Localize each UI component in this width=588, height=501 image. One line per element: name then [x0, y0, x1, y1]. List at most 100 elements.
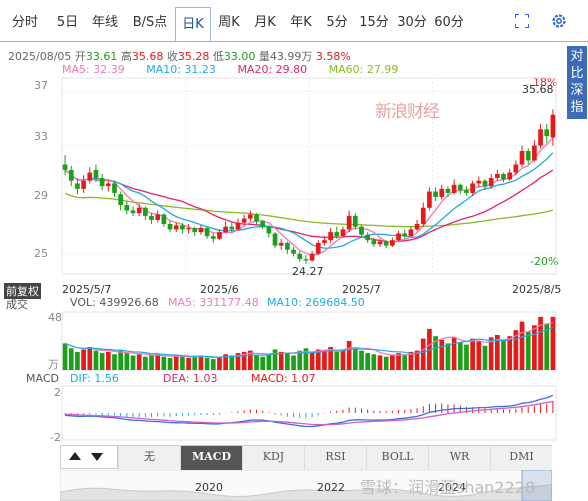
- volume-bar: [532, 325, 537, 370]
- candle-body: [223, 226, 228, 233]
- volume-bar: [217, 356, 222, 370]
- tab-8[interactable]: 5分: [326, 15, 348, 30]
- volume-bar: [229, 355, 235, 370]
- tab-6[interactable]: 月K: [254, 15, 276, 30]
- volume-bar: [198, 355, 204, 370]
- volume-bar: [155, 354, 161, 370]
- candle-body: [359, 226, 364, 235]
- candle-body: [396, 233, 401, 241]
- volume-bar: [62, 343, 68, 370]
- volume-bar: [124, 353, 130, 370]
- tab-3[interactable]: B/S点: [132, 15, 168, 30]
- macd-label: MACD: [26, 372, 59, 385]
- indicator-tab-5[interactable]: WR: [428, 446, 490, 470]
- volume-bar: [93, 350, 99, 370]
- candle-body: [482, 180, 488, 187]
- volume-bar: [525, 331, 531, 370]
- volume-label: 成交: [6, 298, 28, 311]
- indicator-tab-4[interactable]: BOLL: [366, 446, 428, 470]
- scroll-up-icon[interactable]: [69, 452, 81, 460]
- volume-bar: [254, 355, 259, 370]
- xueqiu-watermark: 雪球：润滑蓝shan2228: [360, 478, 536, 497]
- volume-bar: [507, 336, 513, 370]
- volume-bar: [143, 356, 148, 370]
- ma-legend: MA5: 32.39 MA10: 31.23 MA20: 29.80 MA60:…: [62, 63, 416, 76]
- volume-bar: [488, 337, 494, 370]
- volume-bar: [340, 349, 346, 370]
- volume-bar: [180, 356, 185, 370]
- volume-bar: [223, 354, 228, 370]
- volume-bar: [161, 356, 167, 370]
- indicator-tab-2[interactable]: KDJ: [242, 446, 304, 470]
- indicator-tab-6[interactable]: DMI: [490, 446, 552, 470]
- volume-bar: [513, 330, 519, 370]
- close-value: 35.28: [177, 50, 210, 63]
- low-annotation: 24.27: [292, 265, 324, 278]
- compare-panel-button[interactable]: 对比深指: [567, 46, 587, 119]
- scroll-down-icon[interactable]: [91, 453, 103, 461]
- quote-line: 2025/08/05 开33.61 高35.68 收35.28 低33.00 量…: [8, 48, 351, 64]
- volume-bar: [192, 356, 198, 370]
- open-label: 开: [74, 50, 86, 63]
- volume-chart: [61, 311, 557, 371]
- tab-10[interactable]: 30分: [397, 15, 427, 30]
- candle-body: [346, 215, 352, 230]
- tab-1[interactable]: 5日: [56, 15, 79, 30]
- indicator-tab-3[interactable]: RSI: [304, 446, 366, 470]
- candle-body: [118, 194, 124, 206]
- candle-body: [501, 173, 506, 180]
- volume-bar: [402, 354, 408, 370]
- candle-body: [192, 228, 198, 233]
- candle-body: [309, 253, 315, 261]
- volume-bar: [149, 355, 154, 370]
- volume-bar: [494, 334, 500, 370]
- volume-bar: [204, 357, 210, 370]
- volume-ma10: MA10: 269684.50: [267, 296, 365, 309]
- timeline-navigator[interactable]: [60, 470, 552, 501]
- volume-bar: [359, 350, 364, 370]
- tab-11[interactable]: 60分: [434, 15, 464, 30]
- candle-body: [99, 178, 105, 187]
- tab-9[interactable]: 15分: [359, 15, 389, 30]
- indicator-scroll: [60, 445, 118, 469]
- volume-bar: [371, 354, 377, 370]
- macd-chart: [61, 385, 557, 441]
- volume-bar: [297, 350, 303, 370]
- ma20-line: [64, 169, 554, 243]
- indicator-tab-1[interactable]: MACD: [180, 446, 242, 470]
- indicator-tab-0[interactable]: 无: [118, 446, 180, 470]
- gear-icon[interactable]: [550, 12, 568, 30]
- candle-body: [352, 215, 358, 227]
- date-axis-2: 2025/7: [342, 283, 381, 296]
- ma5-legend: MA5: 32.39: [62, 63, 125, 76]
- volume-bar: [445, 343, 451, 370]
- ma10-legend: MA10: 31.23: [146, 63, 216, 76]
- candle-body: [81, 180, 86, 189]
- candle-body: [334, 232, 340, 237]
- volume-bar: [377, 355, 383, 370]
- candle-body: [204, 228, 210, 237]
- volume-bar: [414, 350, 420, 370]
- macd-dea: DEA: 1.03: [163, 372, 218, 385]
- candle-body: [149, 215, 154, 220]
- volume-bar: [470, 338, 475, 370]
- tab-0[interactable]: 分时: [11, 15, 38, 30]
- low-value: 33.00: [223, 50, 256, 63]
- ma60-line: [64, 192, 554, 228]
- tab-4[interactable]: 日K: [175, 7, 211, 42]
- candle-body: [217, 232, 222, 239]
- candle-body: [291, 249, 296, 254]
- candle-body: [272, 233, 278, 246]
- volume-bar: [328, 347, 333, 370]
- date-axis-1: 2025/6: [200, 283, 239, 296]
- ma60-legend: MA60: 27.99: [328, 63, 399, 76]
- tab-7[interactable]: 年K: [290, 15, 312, 30]
- candle-body: [408, 229, 414, 237]
- timeline-2022: 2022: [317, 481, 345, 494]
- candle-body: [75, 183, 80, 189]
- candle-body: [62, 164, 68, 170]
- tab-2[interactable]: 年线: [91, 15, 118, 30]
- adjust-tag[interactable]: 前复权: [4, 283, 41, 299]
- candle-body: [303, 259, 309, 261]
- tab-5[interactable]: 周K: [218, 15, 240, 30]
